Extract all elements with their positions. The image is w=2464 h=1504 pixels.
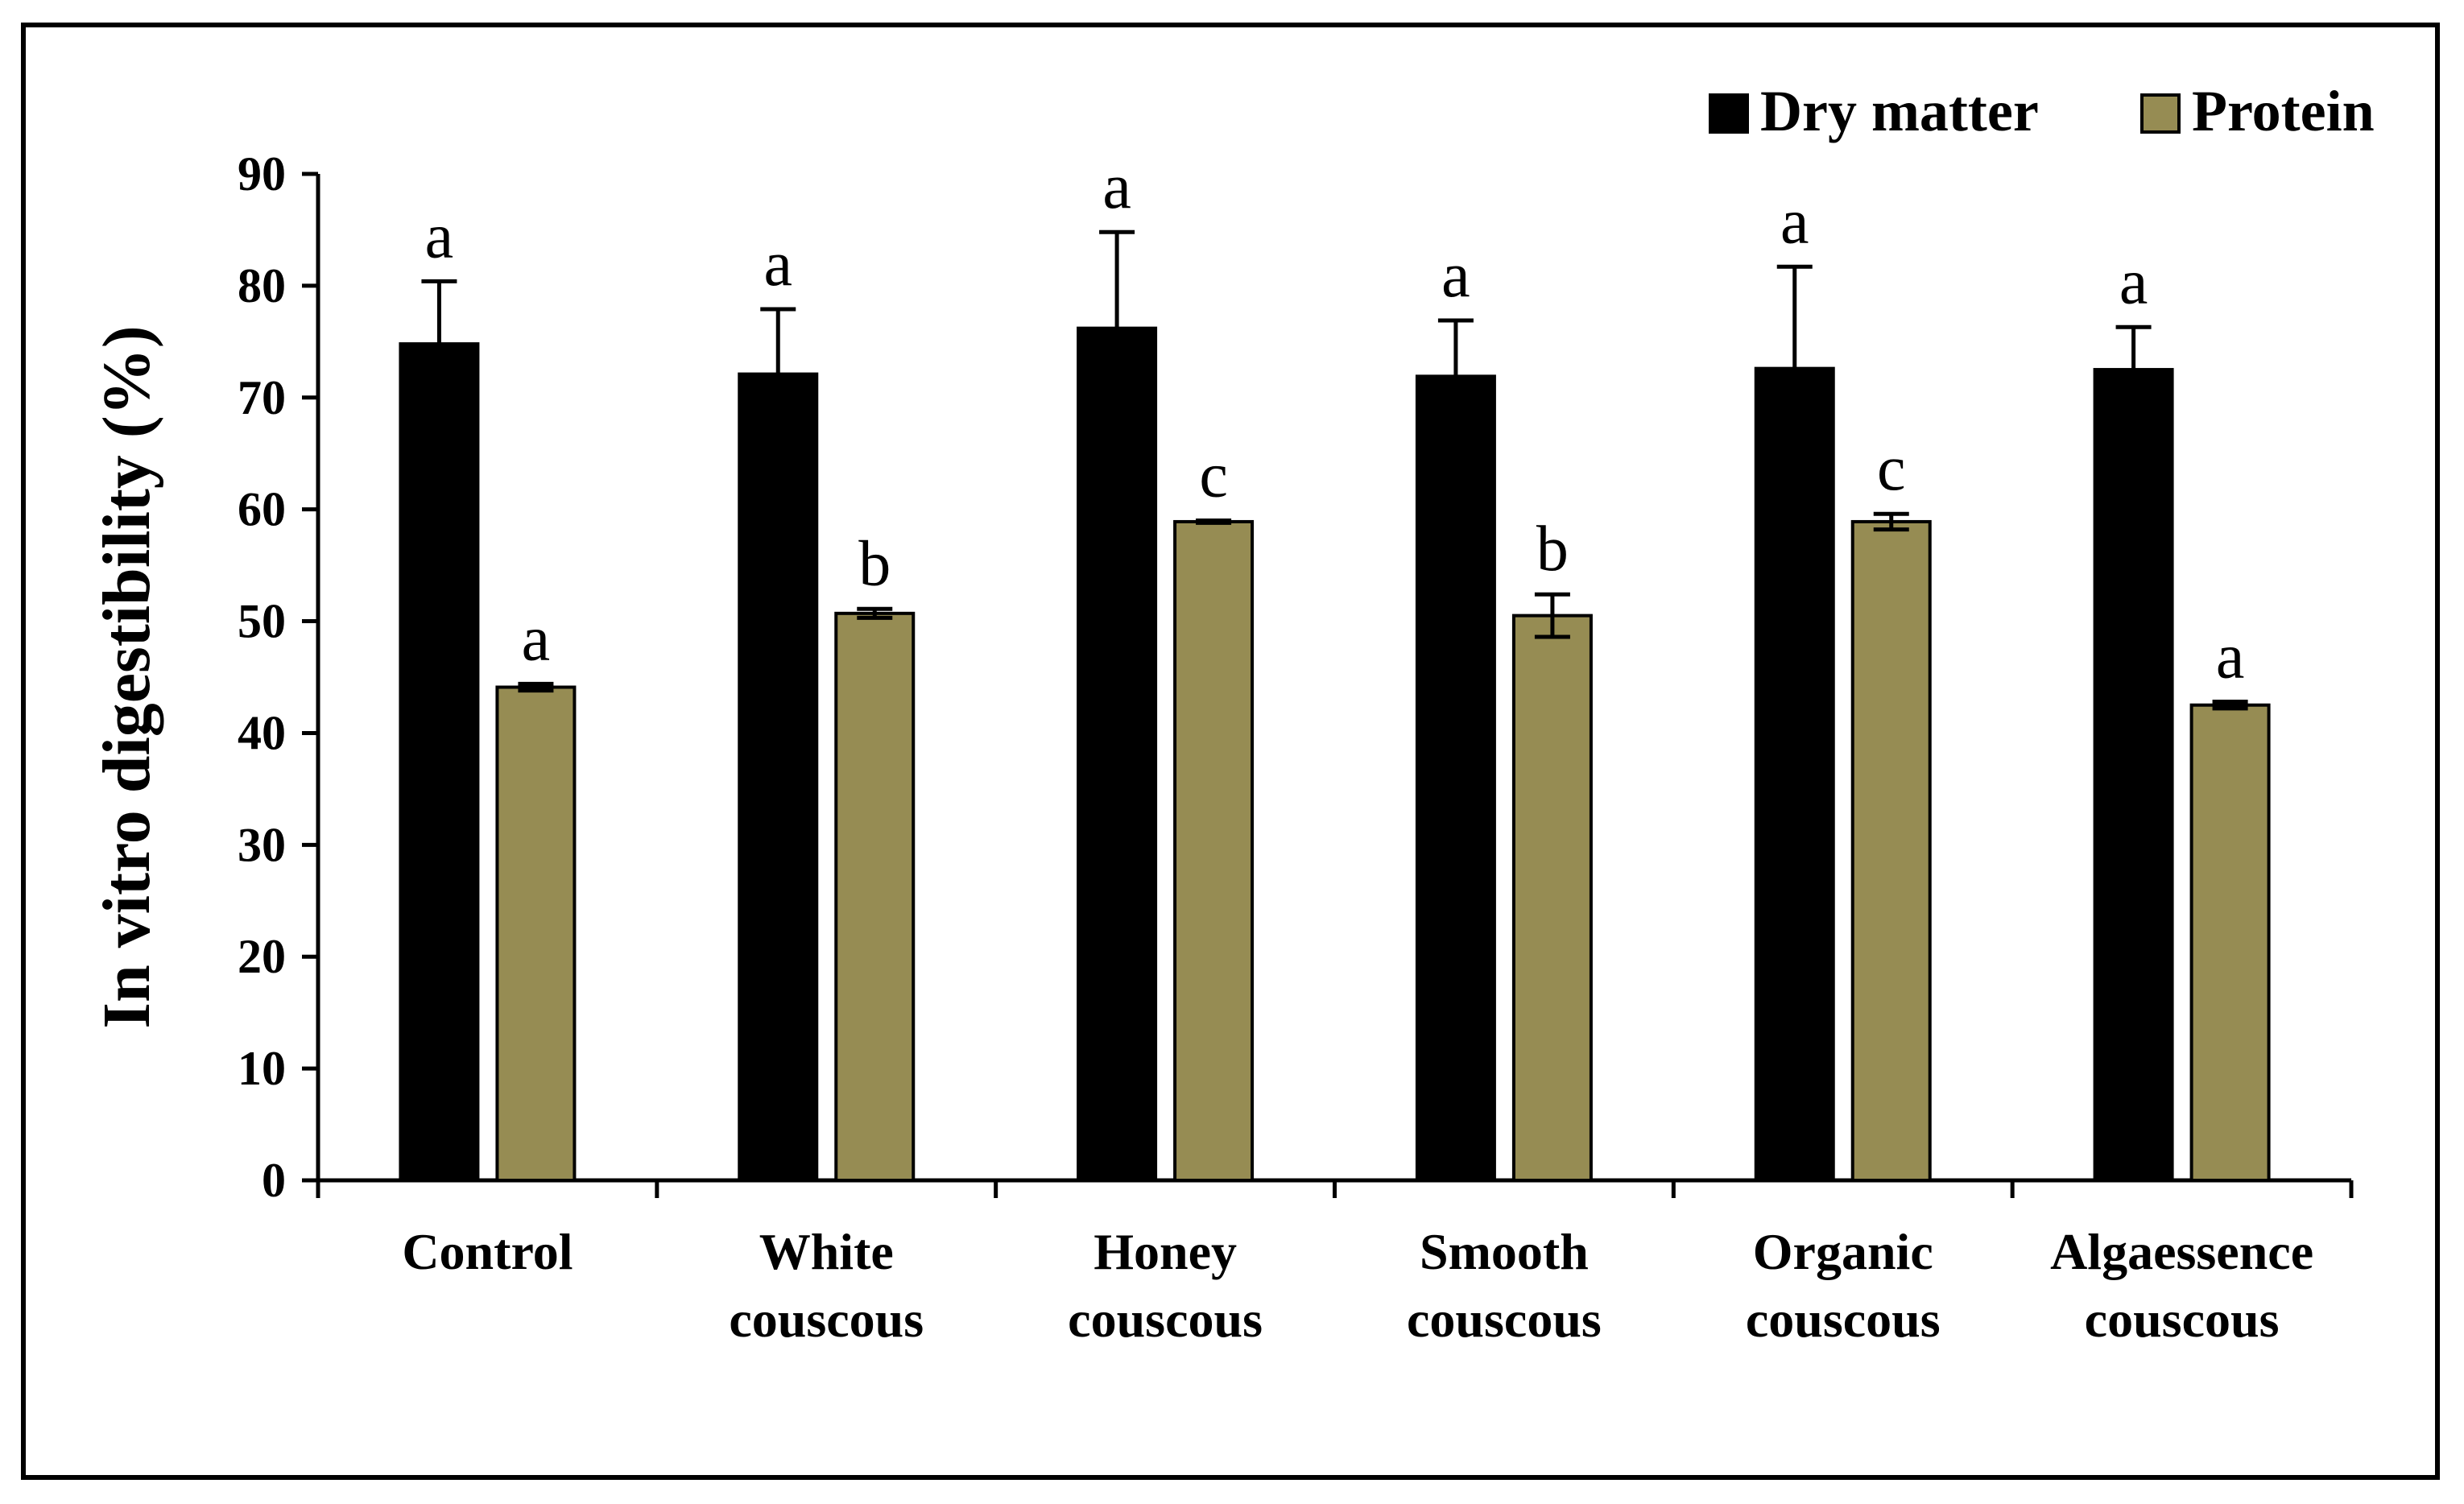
x-category-label: Honey bbox=[1094, 1223, 1237, 1280]
bar bbox=[1077, 326, 1158, 1183]
x-category-label: couscous bbox=[729, 1291, 924, 1348]
significance-letter: a bbox=[1780, 186, 1809, 257]
x-category-label: White bbox=[759, 1223, 894, 1280]
y-tick-label: 30 bbox=[238, 818, 286, 871]
y-tick-label: 90 bbox=[238, 147, 286, 200]
legend-label: Dry matter bbox=[1760, 79, 2039, 143]
y-tick-label: 50 bbox=[238, 595, 286, 648]
significance-letter: a bbox=[1102, 151, 1131, 222]
significance-letter: b bbox=[858, 528, 891, 599]
y-tick-label: 10 bbox=[238, 1042, 286, 1095]
legend-swatch bbox=[1709, 93, 1749, 134]
x-category-label: couscous bbox=[1407, 1291, 1602, 1348]
legend-label: Protein bbox=[2192, 79, 2375, 143]
y-tick-label: 0 bbox=[262, 1154, 286, 1207]
y-tick-label: 80 bbox=[238, 259, 286, 312]
x-category-label: Smooth bbox=[1420, 1223, 1589, 1280]
y-tick-label: 40 bbox=[238, 706, 286, 759]
significance-letter: a bbox=[1441, 240, 1470, 311]
x-category-label: Organic bbox=[1753, 1223, 1933, 1280]
x-category-label: couscous bbox=[1068, 1291, 1263, 1348]
significance-letter: a bbox=[2119, 246, 2148, 317]
significance-letter: b bbox=[1536, 514, 1569, 585]
bar bbox=[1511, 614, 1593, 1182]
x-category-label: Control bbox=[402, 1223, 573, 1280]
bar bbox=[1173, 519, 1255, 1182]
significance-letter: c bbox=[1877, 433, 1906, 504]
significance-letter: a bbox=[425, 200, 454, 271]
x-category-label: Algaessence bbox=[2050, 1223, 2313, 1280]
x-category-label: couscous bbox=[2085, 1291, 2280, 1348]
y-axis-title: In vitro digestibility (%) bbox=[89, 325, 164, 1028]
bar bbox=[1850, 519, 1932, 1182]
y-tick-label: 20 bbox=[238, 930, 286, 983]
significance-letter: a bbox=[522, 603, 551, 674]
x-category-label: couscous bbox=[1746, 1291, 1941, 1348]
bar bbox=[495, 685, 577, 1182]
bar bbox=[2189, 703, 2271, 1182]
bar bbox=[738, 372, 819, 1183]
bar bbox=[399, 342, 480, 1183]
y-tick-label: 60 bbox=[238, 483, 286, 536]
bar bbox=[2093, 368, 2174, 1182]
significance-letter: a bbox=[2216, 622, 2245, 692]
bar bbox=[834, 611, 916, 1182]
y-tick-label: 70 bbox=[238, 371, 286, 424]
significance-letter: a bbox=[763, 229, 792, 300]
legend-swatch bbox=[2140, 93, 2181, 134]
bar bbox=[1415, 374, 1496, 1182]
bar bbox=[1754, 366, 1835, 1182]
significance-letter: c bbox=[1199, 440, 1228, 511]
